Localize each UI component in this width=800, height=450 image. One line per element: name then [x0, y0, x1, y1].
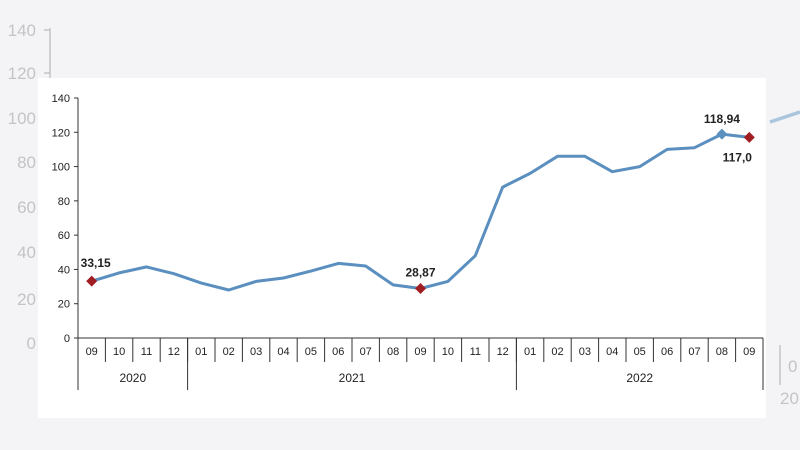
chart-card: 0 20 40 60 80 100 120 140 09 10 11 12 01 02 03 04 05 06 07… [38, 78, 766, 418]
x-tick-label: 05 [634, 346, 646, 358]
red-diamond-marker [415, 283, 426, 295]
x-tick-label: 08 [387, 346, 399, 358]
bg-series-line [769, 110, 800, 124]
red-diamond-marker [86, 275, 98, 287]
bg-ytick-label: 80 [17, 153, 36, 172]
bg-year-fragment: 20 [780, 389, 799, 408]
x-tick-label: 02 [551, 346, 563, 358]
bg-ytick-label: 40 [17, 243, 36, 262]
y-tick-label: 20 [58, 299, 70, 311]
red-diamond-marker [743, 131, 755, 143]
x-tick-label: 04 [277, 346, 289, 358]
y-tick-label: 120 [52, 127, 70, 139]
data-label: 118,94 [704, 112, 740, 126]
x-tick-label: 01 [195, 346, 207, 358]
year-label: 2021 [339, 371, 366, 385]
x-tick-label: 10 [113, 346, 125, 358]
x-tick-label: 01 [524, 346, 536, 358]
bg-ytick-label: 0 [27, 334, 36, 353]
x-tick-label: 12 [168, 346, 180, 358]
y-tick-label: 80 [58, 196, 70, 208]
x-tick-label: 09 [414, 346, 426, 358]
year-label: 2022 [626, 371, 653, 385]
blue-diamond-marker [716, 128, 728, 140]
x-tick-label: 07 [360, 346, 372, 358]
y-tick-label: 100 [52, 162, 70, 174]
x-tick-label: 09 [743, 346, 755, 358]
y-tick-label: 140 [52, 93, 70, 105]
x-tick-label: 08 [716, 346, 728, 358]
bg-ytick-label: 140 [8, 21, 36, 40]
x-tick-label: 07 [688, 346, 700, 358]
x-tick-label: 03 [579, 346, 591, 358]
bg-xtick-fragment: 0 [788, 357, 797, 376]
data-label: 117,0 [723, 150, 753, 164]
year-label: 2020 [119, 371, 146, 385]
x-tick-label: 04 [606, 346, 618, 358]
bg-ytick-label: 120 [8, 64, 36, 83]
y-tick-label: 0 [64, 333, 70, 345]
x-tick-label: 03 [250, 346, 262, 358]
x-tick-label: 12 [497, 346, 509, 358]
x-tick-label: 05 [305, 346, 317, 358]
data-label: 33,15 [81, 256, 111, 270]
x-tick-label: 10 [442, 346, 454, 358]
bg-ytick-label: 100 [8, 109, 36, 128]
data-label: 28,87 [405, 266, 435, 280]
x-tick-label: 02 [223, 346, 235, 358]
x-tick-label: 06 [661, 346, 673, 358]
y-tick-label: 40 [58, 264, 70, 276]
x-tick-label: 11 [470, 346, 481, 358]
x-tick-label: 11 [141, 346, 152, 358]
y-tick-label: 60 [58, 230, 70, 242]
bg-ytick-label: 60 [17, 198, 36, 217]
bg-ytick-label: 20 [17, 290, 36, 309]
x-tick-label: 09 [86, 346, 98, 358]
x-tick-label: 06 [332, 346, 344, 358]
